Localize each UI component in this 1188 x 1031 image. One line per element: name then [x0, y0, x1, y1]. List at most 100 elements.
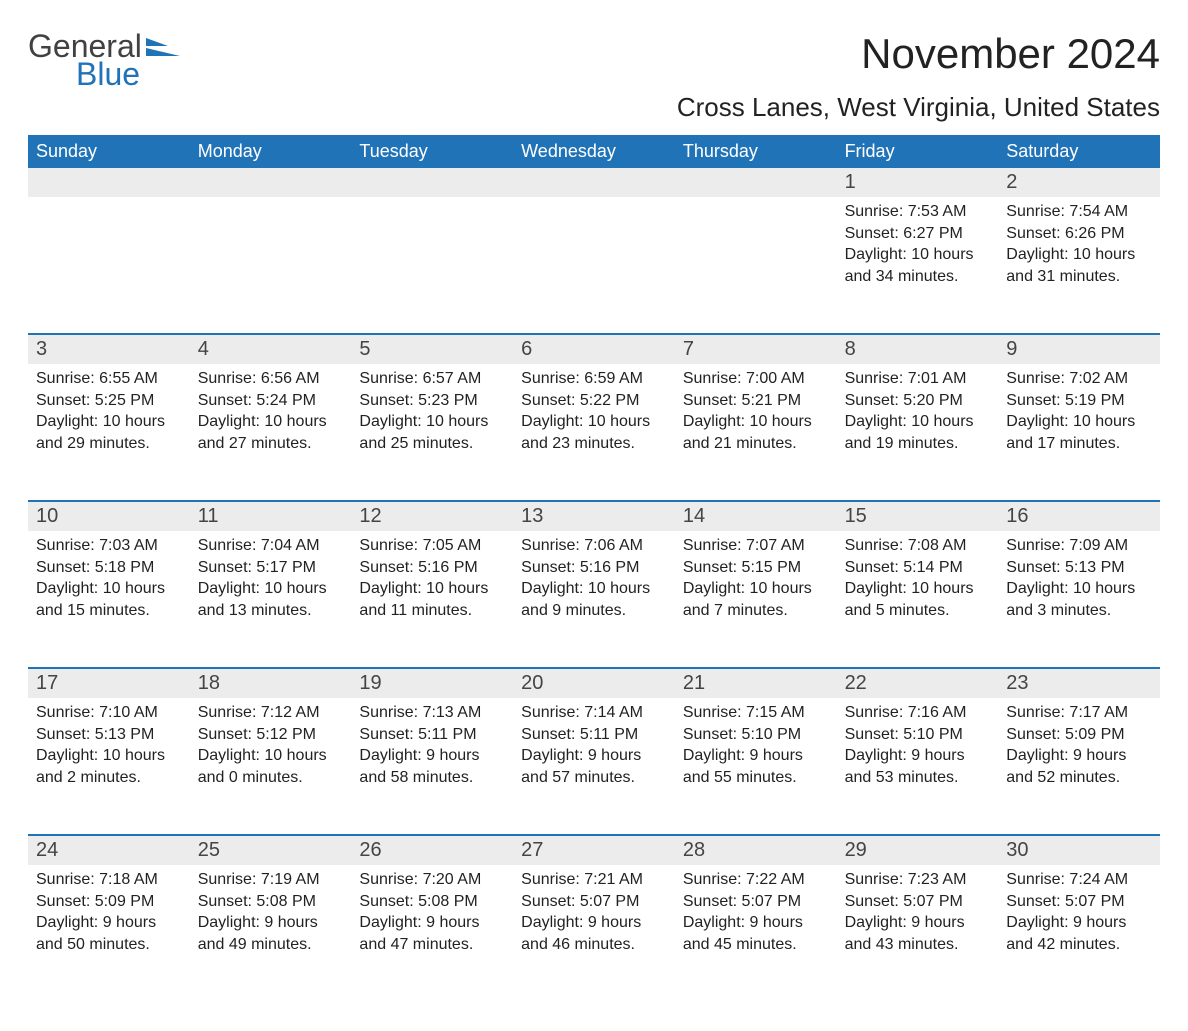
day-number [351, 168, 513, 197]
sunrise-text: Sunrise: 7:02 AM [1006, 368, 1152, 390]
day-number: 24 [28, 836, 190, 865]
calendar: Sunday Monday Tuesday Wednesday Thursday… [28, 135, 1160, 1001]
daynum-row: 24252627282930 [28, 836, 1160, 865]
day-number: 5 [351, 335, 513, 364]
sunrise-text: Sunrise: 7:17 AM [1006, 702, 1152, 724]
sunset-text: Sunset: 5:13 PM [1006, 557, 1152, 579]
week-row: Sunrise: 7:03 AMSunset: 5:18 PMDaylight:… [28, 531, 1160, 667]
sunrise-text: Sunrise: 7:10 AM [36, 702, 182, 724]
daylight-text: Daylight: 10 hours and 27 minutes. [198, 411, 344, 454]
day-number: 19 [351, 669, 513, 698]
sunset-text: Sunset: 5:07 PM [845, 891, 991, 913]
day-number [190, 168, 352, 197]
sunset-text: Sunset: 5:09 PM [1006, 724, 1152, 746]
weekday-header: Wednesday [513, 135, 675, 168]
day-cell: Sunrise: 7:00 AMSunset: 5:21 PMDaylight:… [675, 364, 837, 500]
day-number: 4 [190, 335, 352, 364]
day-cell: Sunrise: 7:06 AMSunset: 5:16 PMDaylight:… [513, 531, 675, 667]
sunrise-text: Sunrise: 7:53 AM [845, 201, 991, 223]
week-block: 3456789Sunrise: 6:55 AMSunset: 5:25 PMDa… [28, 333, 1160, 500]
day-cell: Sunrise: 7:24 AMSunset: 5:07 PMDaylight:… [998, 865, 1160, 1001]
sunrise-text: Sunrise: 7:14 AM [521, 702, 667, 724]
day-number: 27 [513, 836, 675, 865]
daylight-text: Daylight: 10 hours and 11 minutes. [359, 578, 505, 621]
day-number: 17 [28, 669, 190, 698]
sunset-text: Sunset: 5:21 PM [683, 390, 829, 412]
day-cell: Sunrise: 7:07 AMSunset: 5:15 PMDaylight:… [675, 531, 837, 667]
day-number: 14 [675, 502, 837, 531]
daylight-text: Daylight: 9 hours and 42 minutes. [1006, 912, 1152, 955]
daylight-text: Daylight: 10 hours and 3 minutes. [1006, 578, 1152, 621]
sunset-text: Sunset: 5:16 PM [359, 557, 505, 579]
daylight-text: Daylight: 9 hours and 57 minutes. [521, 745, 667, 788]
day-cell: Sunrise: 7:23 AMSunset: 5:07 PMDaylight:… [837, 865, 999, 1001]
daylight-text: Daylight: 10 hours and 0 minutes. [198, 745, 344, 788]
sunset-text: Sunset: 5:09 PM [36, 891, 182, 913]
daylight-text: Daylight: 10 hours and 2 minutes. [36, 745, 182, 788]
sunset-text: Sunset: 5:11 PM [521, 724, 667, 746]
weekday-header: Saturday [998, 135, 1160, 168]
sunrise-text: Sunrise: 7:06 AM [521, 535, 667, 557]
sunrise-text: Sunrise: 6:55 AM [36, 368, 182, 390]
week-row: Sunrise: 7:53 AMSunset: 6:27 PMDaylight:… [28, 197, 1160, 333]
day-number: 7 [675, 335, 837, 364]
sunrise-text: Sunrise: 7:12 AM [198, 702, 344, 724]
sunrise-text: Sunrise: 6:59 AM [521, 368, 667, 390]
sunset-text: Sunset: 5:25 PM [36, 390, 182, 412]
day-number: 26 [351, 836, 513, 865]
daylight-text: Daylight: 10 hours and 34 minutes. [845, 244, 991, 287]
day-cell: Sunrise: 7:19 AMSunset: 5:08 PMDaylight:… [190, 865, 352, 1001]
week-block: 12Sunrise: 7:53 AMSunset: 6:27 PMDayligh… [28, 168, 1160, 333]
sunset-text: Sunset: 5:20 PM [845, 390, 991, 412]
day-cell: Sunrise: 7:15 AMSunset: 5:10 PMDaylight:… [675, 698, 837, 834]
sunset-text: Sunset: 5:19 PM [1006, 390, 1152, 412]
day-number: 15 [837, 502, 999, 531]
week-block: 10111213141516Sunrise: 7:03 AMSunset: 5:… [28, 500, 1160, 667]
day-cell [513, 197, 675, 333]
day-number: 1 [837, 168, 999, 197]
sunrise-text: Sunrise: 7:22 AM [683, 869, 829, 891]
day-cell: Sunrise: 7:54 AMSunset: 6:26 PMDaylight:… [998, 197, 1160, 333]
day-number: 28 [675, 836, 837, 865]
daylight-text: Daylight: 9 hours and 45 minutes. [683, 912, 829, 955]
daynum-row: 3456789 [28, 335, 1160, 364]
weekday-header: Tuesday [351, 135, 513, 168]
daylight-text: Daylight: 10 hours and 17 minutes. [1006, 411, 1152, 454]
sunset-text: Sunset: 5:13 PM [36, 724, 182, 746]
daylight-text: Daylight: 10 hours and 29 minutes. [36, 411, 182, 454]
sunrise-text: Sunrise: 7:21 AM [521, 869, 667, 891]
day-cell [351, 197, 513, 333]
weekday-header: Friday [837, 135, 999, 168]
title-block: November 2024 Cross Lanes, West Virginia… [677, 30, 1160, 123]
sunrise-text: Sunrise: 7:20 AM [359, 869, 505, 891]
sunrise-text: Sunrise: 7:05 AM [359, 535, 505, 557]
day-cell: Sunrise: 6:57 AMSunset: 5:23 PMDaylight:… [351, 364, 513, 500]
daylight-text: Daylight: 10 hours and 15 minutes. [36, 578, 182, 621]
daylight-text: Daylight: 9 hours and 55 minutes. [683, 745, 829, 788]
daylight-text: Daylight: 10 hours and 19 minutes. [845, 411, 991, 454]
day-number: 22 [837, 669, 999, 698]
day-number: 12 [351, 502, 513, 531]
day-number: 20 [513, 669, 675, 698]
day-cell: Sunrise: 7:08 AMSunset: 5:14 PMDaylight:… [837, 531, 999, 667]
sunset-text: Sunset: 6:26 PM [1006, 223, 1152, 245]
day-cell: Sunrise: 7:01 AMSunset: 5:20 PMDaylight:… [837, 364, 999, 500]
day-cell: Sunrise: 7:10 AMSunset: 5:13 PMDaylight:… [28, 698, 190, 834]
sunset-text: Sunset: 5:07 PM [683, 891, 829, 913]
day-cell: Sunrise: 7:17 AMSunset: 5:09 PMDaylight:… [998, 698, 1160, 834]
logo: General Blue [28, 30, 180, 90]
day-number: 30 [998, 836, 1160, 865]
sunrise-text: Sunrise: 7:07 AM [683, 535, 829, 557]
day-number: 13 [513, 502, 675, 531]
day-number: 9 [998, 335, 1160, 364]
sunrise-text: Sunrise: 7:09 AM [1006, 535, 1152, 557]
location: Cross Lanes, West Virginia, United State… [677, 92, 1160, 123]
sunset-text: Sunset: 5:22 PM [521, 390, 667, 412]
header: General Blue November 2024 Cross Lanes, … [28, 30, 1160, 123]
daylight-text: Daylight: 10 hours and 7 minutes. [683, 578, 829, 621]
day-cell [675, 197, 837, 333]
daynum-row: 12 [28, 168, 1160, 197]
week-row: Sunrise: 7:18 AMSunset: 5:09 PMDaylight:… [28, 865, 1160, 1001]
sunrise-text: Sunrise: 7:54 AM [1006, 201, 1152, 223]
sunrise-text: Sunrise: 7:13 AM [359, 702, 505, 724]
